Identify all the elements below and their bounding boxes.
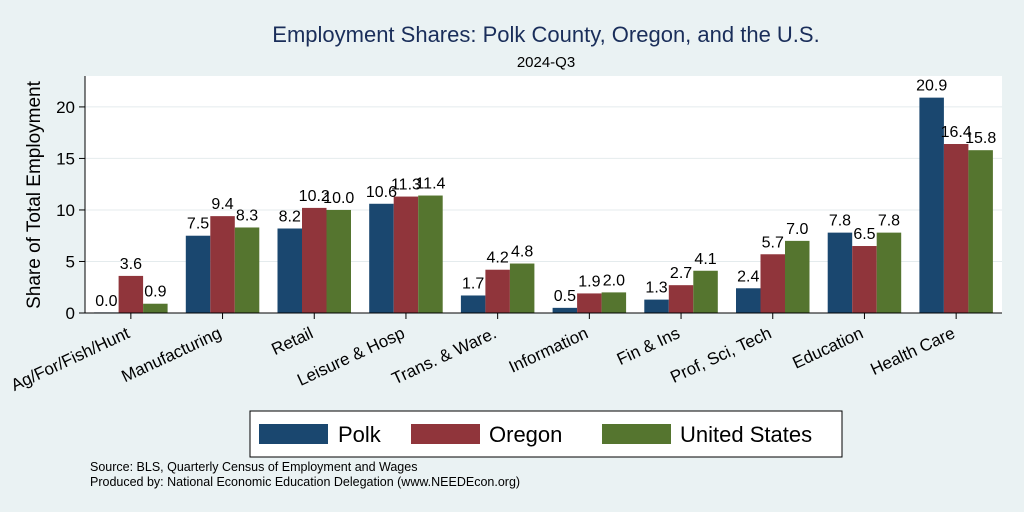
data-label: 15.8	[965, 130, 996, 147]
bar-oregon	[393, 196, 419, 313]
data-label: 10.6	[366, 184, 397, 201]
bar-polk	[644, 299, 669, 313]
y-axis-label: Share of Total Employment	[24, 80, 45, 308]
x-category-label: Manufacturing	[119, 323, 225, 386]
bar-oregon	[668, 285, 694, 313]
bar-oregon	[210, 216, 235, 313]
x-category-label: Education	[790, 323, 867, 372]
data-label: 3.6	[120, 256, 142, 273]
data-label: 10.2	[299, 188, 330, 205]
bar-oregon	[118, 275, 144, 313]
data-label: 11.4	[415, 176, 445, 193]
data-label: 1.9	[578, 273, 600, 290]
data-label: 8.3	[236, 207, 258, 224]
bar-polk	[919, 97, 944, 313]
plot-area: 0.0 3.60.9 7.59.48.3 8.2 10.210.0 10.611.311.…	[8, 76, 1002, 395]
y-tick-label: 10	[56, 201, 75, 220]
data-label: 20.9	[916, 78, 947, 95]
data-label: 2.7	[670, 265, 692, 282]
data-label: 8.2	[279, 209, 301, 226]
bar-polk	[736, 288, 761, 313]
chart-subtitle: 2024-Q3	[517, 54, 575, 71]
y-tick-label: 15	[56, 149, 75, 168]
data-label: 1.3	[645, 280, 667, 297]
bar-oregon	[852, 246, 877, 313]
data-label: 4.1	[694, 251, 716, 268]
bar-oregon	[302, 207, 327, 313]
data-label: 10.0	[323, 190, 354, 207]
bar-united-states	[234, 227, 260, 313]
bar-polk	[185, 235, 211, 313]
bar-polk	[460, 295, 486, 313]
bar-united-states	[601, 292, 627, 313]
data-label: 6.5	[853, 226, 875, 243]
source-note: Source: BLS, Quarterly Census of Employm…	[90, 460, 418, 474]
bar-oregon	[577, 293, 602, 313]
data-label: 7.8	[829, 213, 851, 230]
chart-title: Employment Shares: Polk County, Oregon, …	[272, 22, 819, 47]
x-category-label: Information	[506, 323, 591, 376]
y-tick-label: 5	[66, 252, 75, 271]
bar-united-states	[693, 270, 718, 313]
x-category-label: Trans. & Ware.	[389, 323, 499, 388]
data-label: 4.2	[487, 250, 509, 267]
produced-by-note: Produced by: National Economic Education…	[90, 475, 521, 489]
bar-polk	[277, 228, 302, 313]
legend-label: Oregon	[489, 422, 562, 447]
data-label: 9.4	[211, 196, 233, 213]
data-label: 2.4	[737, 268, 759, 285]
data-label: 7.5	[187, 216, 209, 233]
data-label: 5.7	[762, 234, 784, 251]
data-labels: 0.0 3.60.9 7.59.48.3 8.2 10.210.0 10.611.311.…	[95, 78, 996, 310]
x-category-label: Retail	[269, 323, 316, 359]
bar-united-states	[326, 209, 351, 313]
legend: Polk Oregon United States	[249, 410, 843, 458]
bar-oregon	[943, 144, 969, 313]
bar-polk	[369, 203, 394, 313]
legend-label: Polk	[338, 422, 382, 447]
bar-oregon	[485, 269, 510, 313]
bars	[94, 97, 993, 313]
bar-united-states	[509, 263, 535, 313]
bar-united-states	[143, 303, 168, 313]
legend-label: United States	[680, 422, 812, 447]
data-label: 16.4	[941, 124, 972, 141]
y-tick-label: 20	[56, 98, 75, 117]
bar-united-states	[968, 150, 993, 313]
bar-oregon	[760, 254, 785, 313]
legend-swatch	[259, 424, 328, 444]
x-category-label: Fin & Ins	[614, 323, 683, 369]
bar-united-states	[785, 240, 810, 313]
x-category-label: Prof, Sci, Tech	[667, 323, 774, 386]
legend-swatch	[411, 424, 480, 444]
data-label: 4.8	[511, 244, 533, 261]
data-label: 11.3	[391, 177, 421, 194]
bar-polk	[827, 232, 853, 313]
data-label: 7.8	[878, 213, 900, 230]
bar-polk	[552, 307, 578, 313]
data-label: 0.9	[144, 284, 166, 301]
data-label: 0.0	[95, 293, 117, 310]
data-label: 1.7	[462, 275, 484, 292]
x-category-label: Health Care	[868, 323, 958, 379]
bar-united-states	[876, 232, 902, 313]
bar-united-states	[418, 195, 443, 313]
data-label: 7.0	[786, 221, 808, 238]
legend-box	[249, 410, 843, 458]
legend-swatch	[602, 424, 671, 444]
data-label: 2.0	[603, 272, 625, 289]
x-category-label: Ag/For/Fish/Hunt	[8, 323, 133, 395]
y-tick-label: 0	[66, 304, 75, 323]
data-label: 0.5	[554, 288, 576, 305]
